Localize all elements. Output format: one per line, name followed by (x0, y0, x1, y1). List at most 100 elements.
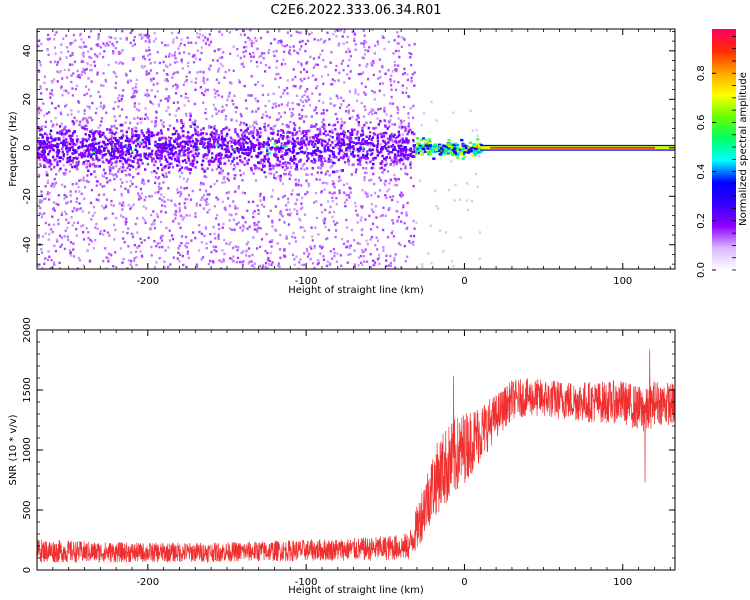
spectrogram-cell (121, 62, 124, 65)
spectrogram-cell (231, 148, 234, 151)
spectrogram-cell (323, 146, 326, 150)
spectrogram-cell (39, 133, 42, 136)
spectrogram-cell (294, 144, 297, 148)
spectrogram-cell (135, 151, 139, 155)
spectrogram-cell (224, 70, 227, 74)
spectrogram-cell (321, 210, 324, 214)
spectrogram-cell (115, 175, 118, 178)
spectrogram-cell (256, 100, 260, 103)
spectrogram-cell (131, 233, 134, 237)
spectrogram-cell (242, 216, 245, 220)
spectrogram-cell (377, 43, 380, 46)
spectrogram-cell (179, 154, 182, 158)
spectrogram-cell (50, 120, 53, 123)
spectrogram-cell (50, 184, 53, 188)
spectrogram-cell (281, 154, 284, 157)
spectrogram-cell (196, 265, 199, 268)
spectrogram-cell (263, 170, 266, 174)
spectrogram-cell (332, 146, 335, 149)
spectrogram-cell (411, 242, 414, 245)
spectrogram-cell (44, 257, 47, 260)
spectrogram-cell (306, 250, 309, 253)
spectrogram-cell (79, 153, 82, 157)
spectrogram-cell (365, 65, 368, 68)
spectrogram-cell (340, 96, 343, 99)
spectrogram-cell (388, 120, 391, 124)
spectrogram-cell (217, 48, 220, 51)
spectrogram-cell (377, 77, 380, 80)
spectrogram-cell (353, 128, 356, 131)
spectrogram-cell (130, 259, 133, 263)
spectrogram-cell (372, 210, 375, 213)
spectrogram-cell (233, 174, 236, 177)
spectrogram-cell (107, 260, 110, 263)
spectrogram-cell (39, 126, 42, 130)
spectrogram-cell (120, 204, 124, 207)
spectrogram-cell (86, 62, 89, 65)
spectrogram-cell (309, 245, 312, 248)
spectrogram-cell (48, 223, 51, 227)
spectrogram-cell (143, 65, 147, 68)
spectrogram-cell (337, 179, 340, 183)
spectrogram-cell (47, 198, 51, 201)
spectrogram-cell (68, 143, 72, 146)
spectrogram-cell (255, 247, 259, 250)
spectrogram-cell (97, 143, 100, 146)
spectrogram-cell (139, 33, 143, 36)
spectrogram-cell (240, 251, 243, 255)
spectrogram-cell (350, 128, 354, 131)
spectrogram-cell (372, 61, 375, 65)
spectrogram-cell (55, 31, 58, 34)
spectrogram-cell (284, 62, 287, 66)
spectrogram-cell (135, 246, 138, 249)
spectrogram-cell (210, 250, 213, 254)
spectrogram-cell (106, 181, 109, 184)
spectrogram-cell (80, 38, 83, 41)
spectrogram-cell (399, 123, 402, 126)
spectrogram-cell (122, 204, 125, 207)
spectrogram-cell (387, 152, 390, 156)
spectrogram-cell (304, 150, 308, 153)
spectrogram-cell (252, 55, 255, 58)
spectrogram-cell (244, 49, 247, 53)
spectrogram-cell (178, 164, 181, 167)
spectrogram-cell (286, 131, 289, 135)
spectrogram-cell (402, 148, 405, 151)
spectrogram-cell (334, 235, 337, 239)
spectrogram-cell (189, 198, 193, 201)
spectrogram-cell (351, 115, 354, 119)
spectrogram-cell (185, 180, 188, 183)
spectrogram-cell (42, 142, 45, 145)
spectrogram-cell (362, 42, 365, 46)
spectrogram-cell (174, 132, 177, 135)
spectrogram-cell (356, 158, 360, 162)
spectrogram-cell (248, 38, 252, 41)
spectrogram-cell (87, 236, 90, 240)
spectrogram-cell (300, 117, 303, 120)
spectrogram-cell (198, 230, 201, 234)
spectrogram-cell (147, 46, 150, 49)
spectrogram-cell (167, 44, 170, 47)
spectrogram-cell (357, 72, 360, 76)
spectrogram-cell (103, 105, 106, 108)
spectrogram-cell (279, 76, 282, 80)
spectrogram-cell (296, 193, 299, 196)
spectrogram-cell (363, 250, 366, 253)
spectrogram-cell (182, 51, 186, 54)
spectrogram-cell (408, 51, 411, 55)
spectrogram-cell (159, 99, 162, 102)
spectrogram-cell (170, 199, 173, 202)
spectrogram-cell (296, 51, 299, 54)
spectrogram-cell (348, 58, 351, 62)
spectrogram-cell (313, 246, 316, 250)
spectrogram-cell (54, 106, 57, 110)
spectrogram-cell (38, 61, 42, 64)
spectrogram-cell (154, 191, 157, 194)
spectrogram-cell (124, 153, 128, 157)
spectrogram-cell (366, 150, 369, 153)
spectrogram-cell (147, 94, 150, 97)
spectrogram-cell (253, 228, 256, 231)
spectrogram-cell (360, 42, 363, 45)
spectrogram-cell (144, 93, 147, 97)
spectrogram-cell (360, 248, 364, 252)
